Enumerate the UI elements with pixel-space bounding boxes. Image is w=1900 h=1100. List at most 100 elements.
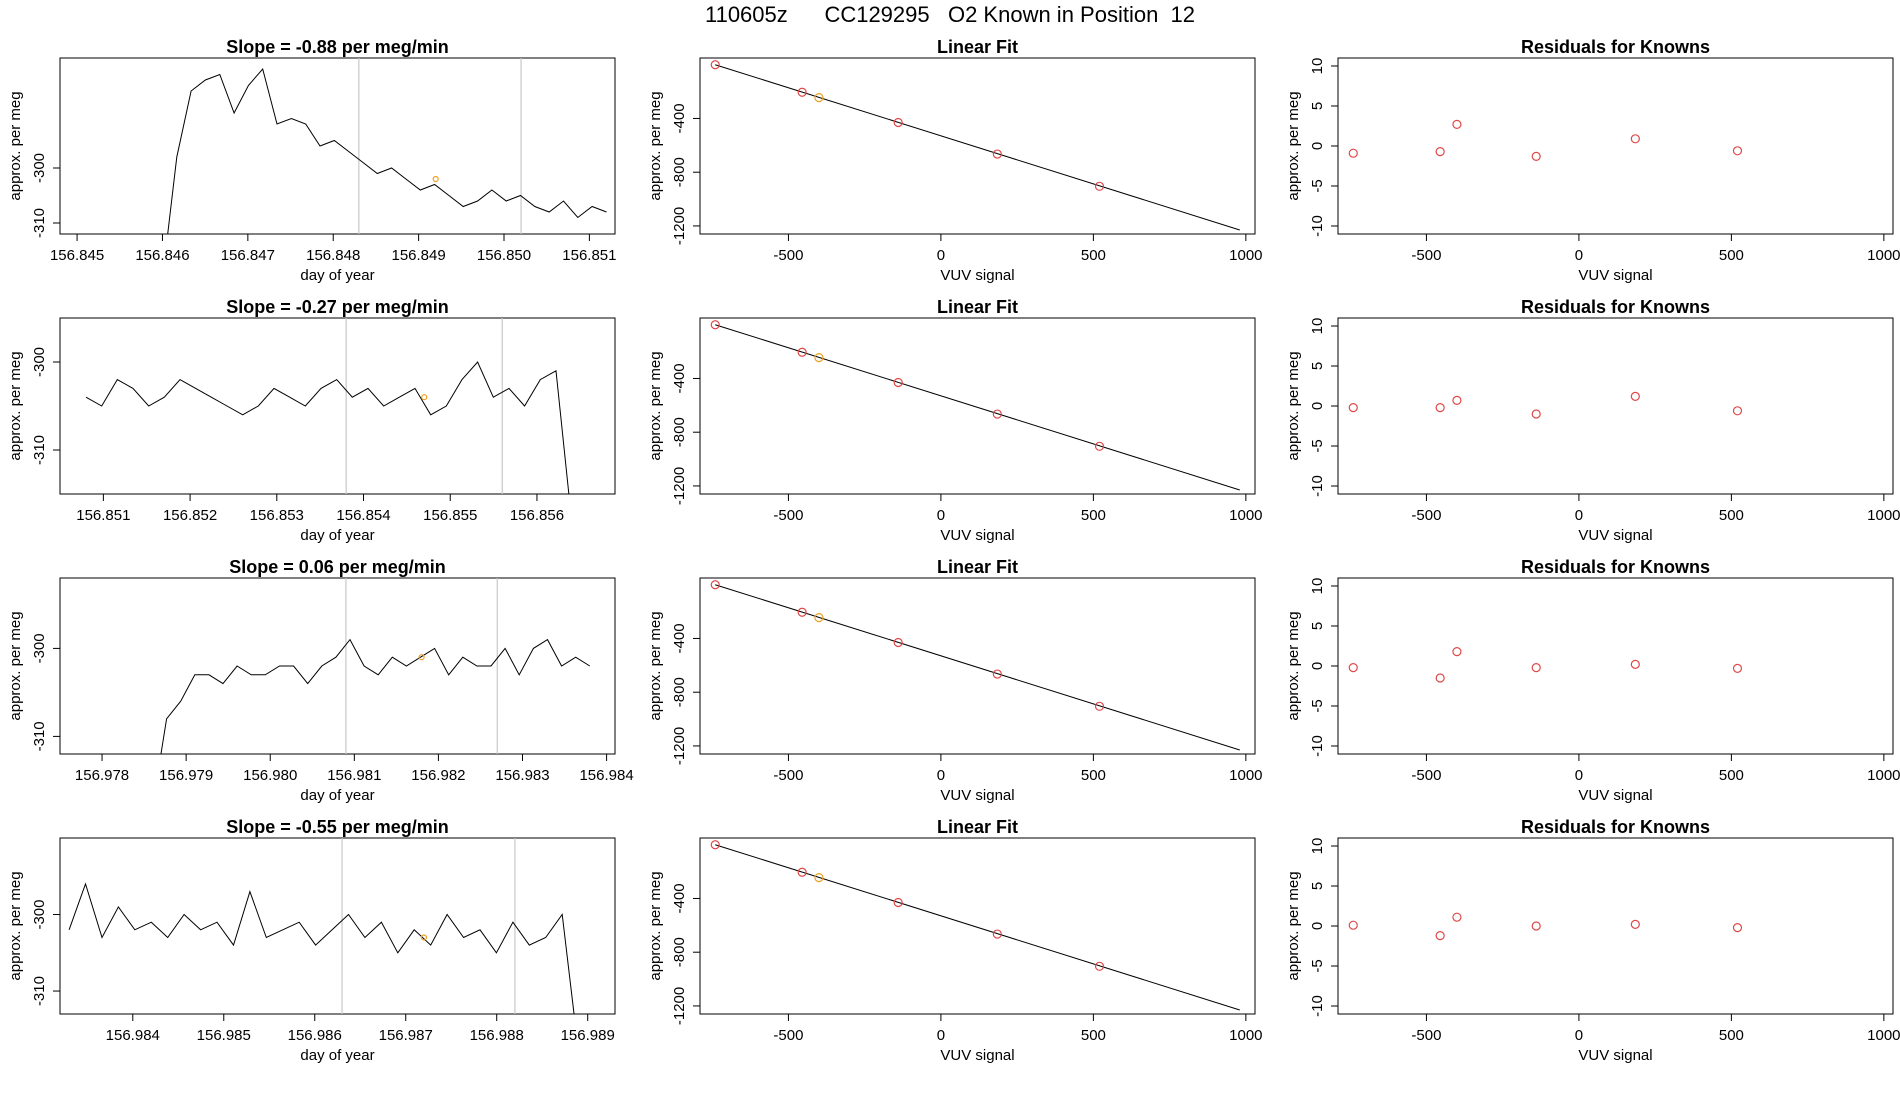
x-tick-label: 156.851: [562, 247, 616, 264]
y-tick-label: 10: [1309, 578, 1326, 595]
x-tick-label: -500: [1411, 767, 1441, 784]
data-point: [1531, 151, 1541, 161]
y-axis-label: approx. per meg: [7, 351, 24, 460]
y-axis-label: approx. per meg: [647, 91, 664, 200]
y-axis-label: approx. per meg: [1285, 351, 1302, 460]
x-tick-label: 156.987: [379, 1027, 433, 1044]
x-tick-label: 156.845: [50, 247, 104, 264]
plot-frame: [1337, 837, 1894, 1015]
x-tick-label: 156.850: [477, 247, 531, 264]
x-tick-label: 1000: [1229, 767, 1262, 784]
y-tick-label: 0: [1309, 922, 1326, 930]
fit-line: [715, 324, 1240, 491]
data-point: [1630, 659, 1640, 670]
y-tick-label: 10: [1309, 318, 1326, 335]
x-tick-label: 156.855: [423, 507, 477, 524]
panel-title: Slope = -0.55 per meg/min: [226, 817, 449, 837]
y-tick-label: -5: [1309, 699, 1326, 712]
x-tick-label: 500: [1719, 1027, 1744, 1044]
x-tick-label: 156.851: [76, 507, 130, 524]
y-tick-label: -5: [1309, 439, 1326, 452]
data-point: [1348, 148, 1358, 158]
data-point: [814, 613, 824, 623]
x-tick-label: 0: [1575, 767, 1583, 784]
mean-marker: [420, 934, 428, 941]
panel-1-2: [693, 57, 1256, 241]
data-point: [1732, 922, 1743, 933]
x-tick-label: 156.988: [470, 1027, 524, 1044]
y-tick-label: 10: [1309, 58, 1326, 75]
plot-frame: [699, 317, 1256, 495]
y-tick-label: -1200: [671, 987, 688, 1025]
x-tick-label: 1000: [1867, 1027, 1900, 1044]
data-point: [710, 320, 720, 330]
x-axis-label: VUV signal: [940, 787, 1014, 804]
panel-2-1: [53, 317, 616, 501]
data-point: [814, 93, 824, 103]
x-tick-label: 156.980: [243, 767, 297, 784]
y-tick-label: -400: [671, 103, 688, 133]
data-point: [1452, 646, 1462, 657]
y-tick-label: 5: [1309, 362, 1326, 370]
data-point: [1732, 406, 1743, 416]
x-tick-label: 0: [1575, 247, 1583, 264]
x-axis-label: VUV signal: [940, 1047, 1014, 1064]
signal-trace: [160, 638, 591, 754]
y-axis-label: approx. per meg: [7, 611, 24, 720]
x-axis-label: day of year: [300, 787, 374, 804]
y-tick-label: -5: [1309, 959, 1326, 972]
panel-title: Linear Fit: [937, 297, 1018, 317]
figure-title: 110605z CC129295 O2 Known in Position 12: [704, 2, 1195, 27]
data-point: [1452, 912, 1462, 922]
y-tick-label: -310: [31, 976, 48, 1006]
x-tick-label: -500: [1411, 507, 1441, 524]
y-tick-label: 0: [1309, 402, 1326, 410]
plot-frame: [59, 837, 616, 1015]
panel-4-2: [693, 837, 1256, 1021]
x-tick-label: 156.847: [221, 247, 275, 264]
data-point: [710, 60, 720, 70]
x-tick-label: 1000: [1867, 247, 1900, 264]
mean-marker: [432, 175, 439, 183]
data-point: [1094, 701, 1105, 711]
signal-trace: [85, 361, 570, 494]
y-tick-label: -800: [671, 157, 688, 187]
data-point: [893, 377, 903, 388]
fit-line: [715, 584, 1240, 751]
x-tick-label: 1000: [1229, 247, 1262, 264]
data-point: [814, 353, 824, 363]
x-axis-label: VUV signal: [1578, 267, 1652, 284]
data-point: [1348, 662, 1358, 673]
x-tick-label: 156.978: [75, 767, 129, 784]
y-tick-label: -10: [1309, 995, 1326, 1017]
y-tick-label: -1200: [671, 727, 688, 765]
y-tick-label: -400: [671, 363, 688, 393]
panel-title: Residuals for Knowns: [1521, 817, 1710, 837]
panel-1-3: [1331, 57, 1894, 241]
data-point: [992, 149, 1002, 159]
plot-frame: [699, 57, 1256, 235]
data-point: [710, 840, 720, 850]
y-tick-label: 0: [1309, 142, 1326, 150]
panel-4-1: [53, 837, 616, 1021]
x-axis-label: day of year: [300, 267, 374, 284]
x-tick-label: 0: [937, 767, 945, 784]
fit-line: [715, 844, 1240, 1011]
x-tick-label: 500: [1081, 507, 1106, 524]
data-point: [1531, 662, 1541, 673]
plot-frame: [1337, 57, 1894, 235]
y-tick-label: 10: [1309, 838, 1326, 855]
x-tick-label: -500: [1411, 1027, 1441, 1044]
data-point: [1732, 663, 1743, 674]
y-tick-label: -310: [31, 208, 48, 238]
data-point: [1452, 119, 1462, 130]
panel-title: Linear Fit: [937, 37, 1018, 57]
panel-title: Slope = -0.27 per meg/min: [226, 297, 449, 317]
panel-3-1: [53, 577, 616, 761]
x-tick-label: 500: [1719, 247, 1744, 264]
x-tick-label: 500: [1719, 507, 1744, 524]
plot-frame: [59, 317, 616, 495]
panel-title: Residuals for Knowns: [1521, 297, 1710, 317]
x-tick-label: 156.849: [391, 247, 445, 264]
